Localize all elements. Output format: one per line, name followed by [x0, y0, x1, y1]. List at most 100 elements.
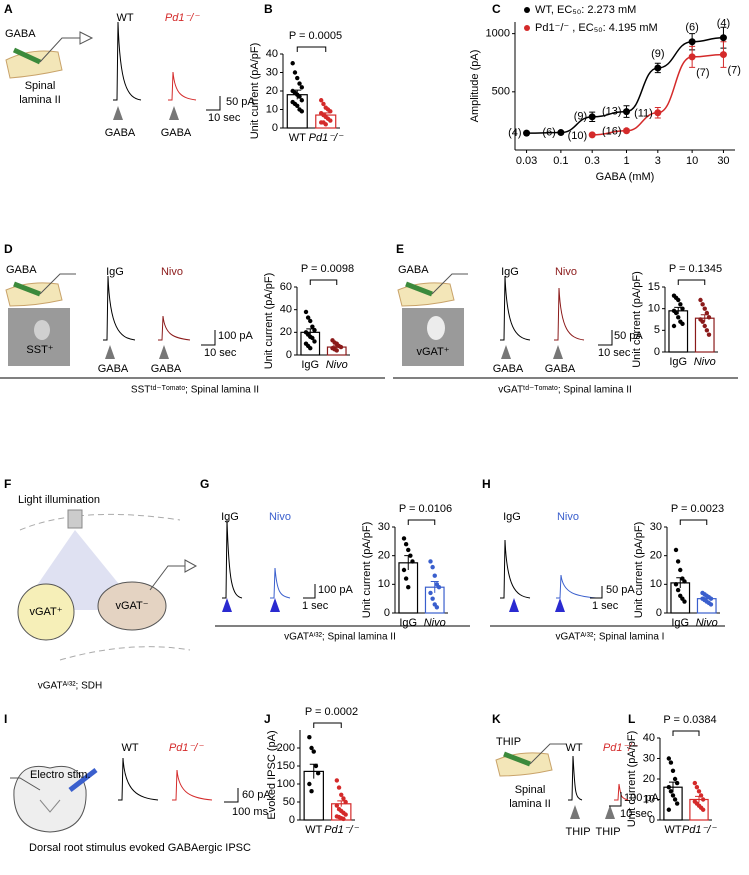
trace-label: IgG [221, 511, 239, 523]
scale-label: 10 sec [204, 347, 237, 359]
cell [34, 320, 50, 340]
trace [158, 315, 191, 341]
stim-marker [570, 805, 580, 819]
x-tick-label: 1 [623, 155, 629, 167]
y-tick-label: 20 [378, 550, 390, 562]
y-tick-label: 10 [378, 578, 390, 590]
trace [103, 275, 136, 341]
data-point [588, 131, 596, 139]
trace [556, 574, 597, 599]
region-label: Spinal [25, 80, 56, 92]
data-point [434, 605, 440, 610]
y-axis-label: Unit current (pA/pF) [626, 731, 638, 828]
footer: SSTᵗᵈ⁻ᵀᵒᵐᵃᵗᵒ; Spinal lamina II [131, 385, 259, 396]
n-label: (13) [602, 106, 622, 118]
n-label: (4) [717, 18, 730, 30]
data-point [307, 735, 312, 740]
data-point [309, 745, 314, 751]
data-point [299, 109, 305, 114]
y-tick-label: 60 [280, 281, 292, 293]
data-point [702, 323, 707, 329]
pipette [13, 281, 41, 297]
chart-title: P = 0.0106 [399, 503, 452, 515]
y-tick-label: 40 [280, 304, 292, 316]
y-tick-label: 50 [283, 796, 295, 808]
data-point [430, 596, 435, 601]
y-axis-label: Unit current (pA/pF) [633, 522, 645, 619]
y-tick-label: 100 [277, 778, 295, 790]
legend-label: WT, EC₅₀: 2.273 mM [535, 4, 636, 16]
data-point [403, 542, 409, 547]
y-tick-label: 500 [492, 86, 510, 98]
pipette-label: GABA [6, 264, 37, 276]
data-point [321, 101, 326, 107]
lamp [67, 509, 83, 529]
data-point [297, 94, 302, 99]
data-point [292, 70, 298, 75]
y-tick-label: 15 [648, 281, 660, 293]
data-point [295, 75, 300, 81]
data-point [428, 559, 433, 564]
data-point [406, 585, 411, 590]
scale-bar [609, 792, 622, 807]
tissue-edge [19, 513, 181, 531]
scale-label: 10 sec [598, 347, 631, 359]
chart-title: P = 0.1345 [669, 263, 722, 275]
data-point [308, 346, 313, 351]
data-point [675, 559, 681, 564]
data-point [309, 789, 314, 794]
scale-label: 100 pA [218, 330, 254, 342]
n-label: (9) [651, 48, 664, 60]
trace-label: WT [116, 12, 133, 24]
scale-label: 100 pA [318, 584, 354, 596]
data-point [680, 306, 685, 311]
y-tick-label: 0 [272, 122, 278, 134]
scale-bar [224, 788, 239, 803]
scale-label: 1 sec [302, 600, 329, 612]
data-point [672, 797, 678, 802]
scale-label: 100 ms [232, 806, 269, 818]
grey-matter [39, 799, 61, 813]
electrode [529, 743, 566, 765]
y-tick-label: 10 [266, 103, 278, 115]
data-point [700, 797, 706, 802]
x-tick-label: IgG [669, 356, 687, 368]
scale-label: 10 sec [620, 808, 653, 820]
data-point [654, 109, 662, 117]
x-tick-label: 10 [686, 155, 698, 167]
data-point [666, 807, 672, 812]
data-point [668, 760, 674, 765]
trace-label: Pd1⁻/⁻ [165, 12, 200, 24]
chart-title: P = 0.0023 [671, 503, 724, 515]
data-point [694, 785, 700, 790]
chart-title: P = 0.0384 [663, 714, 716, 726]
y-axis-label: Evoked IPSC (pA) [266, 730, 278, 819]
data-point [310, 335, 315, 341]
stim-marker [501, 345, 511, 359]
trace [168, 71, 197, 101]
trace-label: IgG [501, 266, 519, 278]
footer: vGATᵗᵈ⁻ᵀᵒᵐᵃᵗᵒ; Spinal lamina II [498, 385, 632, 396]
data-point [719, 34, 727, 42]
trace [554, 287, 585, 341]
data-point [719, 51, 727, 59]
scale-bar [303, 584, 316, 599]
comparison-bracket [309, 279, 338, 285]
data-point [682, 579, 687, 584]
x-tick-label: IgG [671, 617, 689, 629]
y-tick-label: 10 [648, 303, 660, 315]
chart-title: P = 0.0098 [301, 263, 354, 275]
trace [270, 567, 291, 599]
data-point [523, 129, 531, 137]
data-point [702, 306, 707, 311]
tissue-edge [59, 646, 191, 661]
x-tick-label: WT [289, 132, 306, 144]
x-tick-label: 0.03 [516, 155, 537, 167]
y-tick-label: 30 [378, 521, 390, 533]
n-label: (6) [542, 126, 555, 138]
trace-label: IgG [503, 511, 521, 523]
data-point [318, 98, 324, 103]
data-point [671, 323, 677, 329]
y-axis-label: Unit current (pA/pF) [249, 43, 261, 140]
panel-label: H [482, 477, 491, 491]
